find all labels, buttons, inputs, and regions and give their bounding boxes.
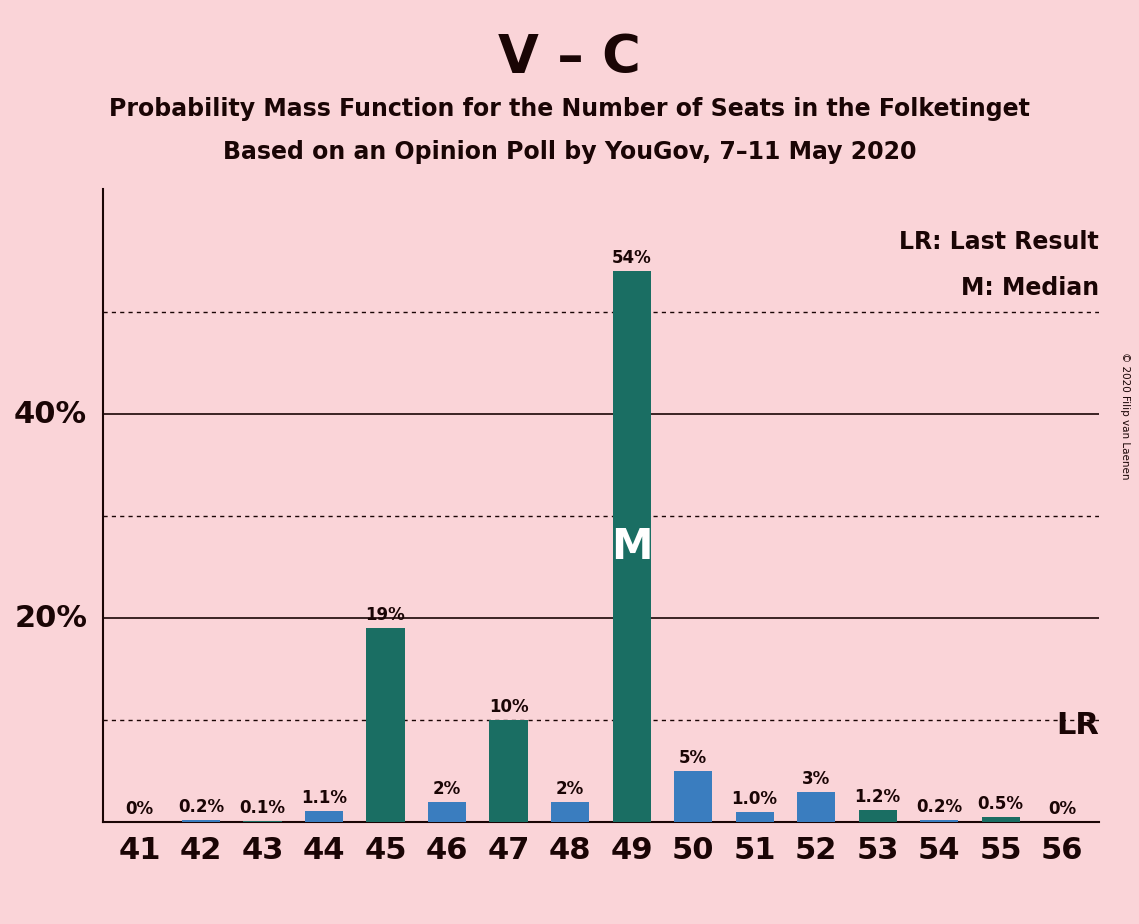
- Text: 1.0%: 1.0%: [731, 790, 778, 808]
- Text: LR: Last Result: LR: Last Result: [900, 230, 1099, 254]
- Bar: [859, 810, 896, 822]
- Bar: [490, 721, 527, 822]
- Bar: [305, 811, 343, 822]
- Bar: [920, 821, 958, 822]
- Bar: [367, 628, 404, 822]
- Text: 0.5%: 0.5%: [977, 796, 1024, 813]
- Text: M: M: [611, 526, 653, 567]
- Text: 20%: 20%: [14, 603, 87, 633]
- Text: 1.1%: 1.1%: [301, 789, 347, 807]
- Bar: [797, 792, 835, 822]
- Text: 0.1%: 0.1%: [239, 799, 286, 817]
- Bar: [244, 821, 281, 822]
- Bar: [428, 802, 466, 822]
- Text: 1.2%: 1.2%: [854, 788, 901, 806]
- Bar: [613, 271, 650, 822]
- Text: 0%: 0%: [125, 800, 154, 819]
- Text: V – C: V – C: [498, 32, 641, 84]
- Text: 19%: 19%: [366, 606, 405, 625]
- Text: 0%: 0%: [1048, 800, 1076, 819]
- Bar: [736, 812, 773, 822]
- Text: 0.2%: 0.2%: [916, 798, 962, 816]
- Text: Probability Mass Function for the Number of Seats in the Folketinget: Probability Mass Function for the Number…: [109, 97, 1030, 121]
- Text: 0.2%: 0.2%: [178, 798, 224, 816]
- Text: LR: LR: [1056, 711, 1099, 740]
- Text: 2%: 2%: [433, 780, 461, 797]
- Bar: [982, 817, 1019, 822]
- Bar: [551, 802, 589, 822]
- Text: 3%: 3%: [802, 770, 830, 787]
- Text: 10%: 10%: [489, 699, 528, 716]
- Text: 54%: 54%: [612, 249, 652, 267]
- Bar: [182, 821, 220, 822]
- Text: 40%: 40%: [14, 399, 87, 429]
- Text: 5%: 5%: [679, 749, 707, 767]
- Text: © 2020 Filip van Laenen: © 2020 Filip van Laenen: [1121, 352, 1130, 480]
- Bar: [674, 772, 712, 822]
- Text: M: Median: M: Median: [961, 276, 1099, 300]
- Text: Based on an Opinion Poll by YouGov, 7–11 May 2020: Based on an Opinion Poll by YouGov, 7–11…: [223, 140, 916, 164]
- Text: 2%: 2%: [556, 780, 584, 797]
